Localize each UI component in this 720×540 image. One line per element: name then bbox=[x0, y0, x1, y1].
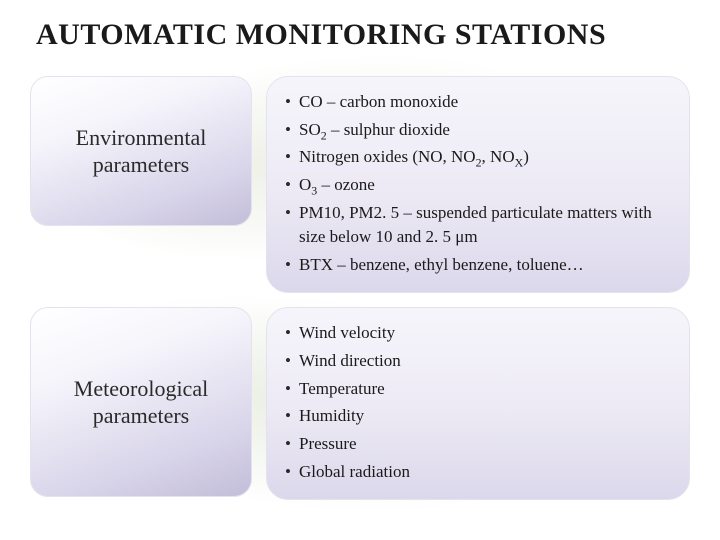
meteorological-items-list: Wind velocity Wind direction Temperature… bbox=[283, 321, 673, 484]
meteorological-label: Meteorological parameters bbox=[31, 375, 251, 430]
list-item: Pressure bbox=[283, 432, 673, 457]
list-item: Humidity bbox=[283, 404, 673, 429]
environmental-label: Environmental parameters bbox=[31, 124, 251, 179]
page-title: AUTOMATIC MONITORING STATIONS bbox=[36, 18, 690, 52]
list-item: Temperature bbox=[283, 377, 673, 402]
section-environmental: Environmental parameters CO – carbon mon… bbox=[30, 76, 690, 293]
meteorological-items-card: Wind velocity Wind direction Temperature… bbox=[266, 307, 690, 500]
environmental-items-card: CO – carbon monoxide SO2 – sulphur dioxi… bbox=[266, 76, 690, 293]
list-item: PM10, PM2. 5 – suspended particulate mat… bbox=[283, 201, 673, 250]
list-item: Global radiation bbox=[283, 460, 673, 485]
meteorological-label-card: Meteorological parameters bbox=[30, 307, 252, 497]
list-item: CO – carbon monoxide bbox=[283, 90, 673, 115]
list-item: BTX – benzene, ethyl benzene, toluene… bbox=[283, 253, 673, 278]
list-item: Wind direction bbox=[283, 349, 673, 374]
slide: AUTOMATIC MONITORING STATIONS Environmen… bbox=[0, 0, 720, 540]
section-meteorological: Meteorological parameters Wind velocity … bbox=[30, 307, 690, 500]
list-item: O3 – ozone bbox=[283, 173, 673, 198]
environmental-items-list: CO – carbon monoxide SO2 – sulphur dioxi… bbox=[283, 90, 673, 277]
list-item: Wind velocity bbox=[283, 321, 673, 346]
environmental-label-card: Environmental parameters bbox=[30, 76, 252, 226]
list-item: SO2 – sulphur dioxide bbox=[283, 118, 673, 143]
list-item: Nitrogen oxides (NO, NO2, NOX) bbox=[283, 145, 673, 170]
